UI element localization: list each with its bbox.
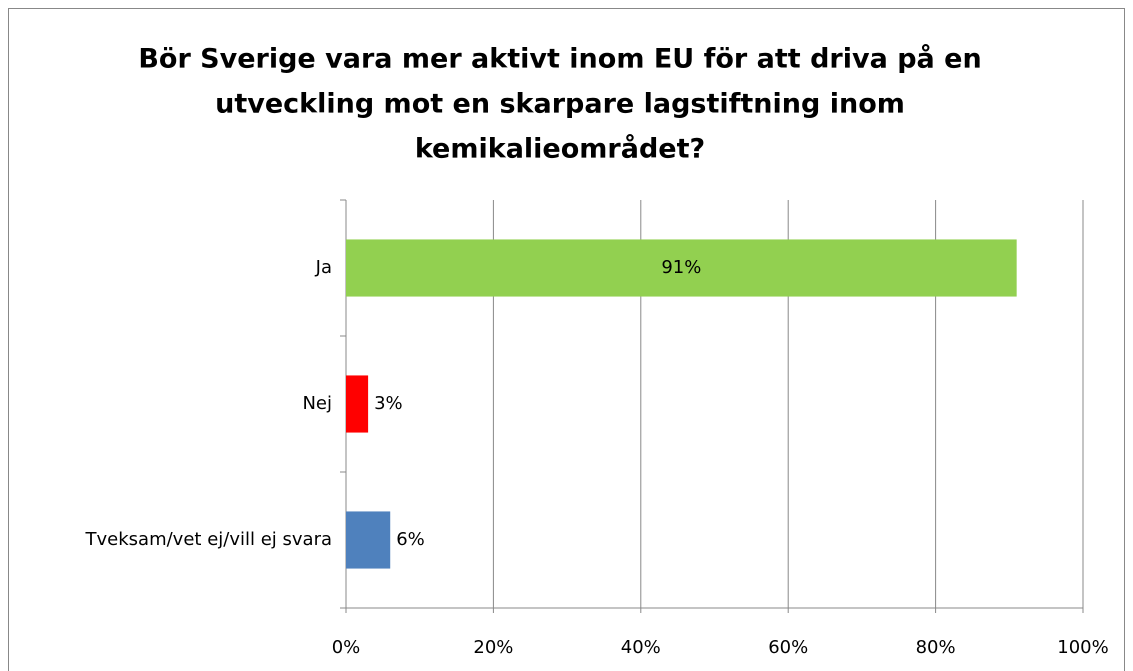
data-label: 6% xyxy=(396,529,425,550)
x-tick-label: 60% xyxy=(768,637,808,658)
data-label: 3% xyxy=(374,393,403,414)
bar xyxy=(346,375,369,433)
chart-title: Bör Sverige vara mer aktivt inom EU för … xyxy=(138,43,981,75)
bar xyxy=(346,239,1017,297)
x-tick-label: 20% xyxy=(473,637,513,658)
x-tick-label: 100% xyxy=(1057,637,1108,658)
x-tick-label: 80% xyxy=(916,637,956,658)
data-label: 91% xyxy=(661,257,701,278)
chart-title: utveckling mot en skarpare lagstiftning … xyxy=(215,89,905,120)
chart-border xyxy=(8,8,1125,671)
y-tick-label: Tveksam/vet ej/vill ej svara xyxy=(85,529,332,550)
y-tick-label: Ja xyxy=(315,257,332,278)
chart-title: kemikalieområdet? xyxy=(415,133,705,165)
y-tick-label: Nej xyxy=(302,393,332,414)
x-tick-label: 0% xyxy=(332,637,361,658)
bar xyxy=(346,511,391,569)
x-tick-label: 40% xyxy=(621,637,661,658)
